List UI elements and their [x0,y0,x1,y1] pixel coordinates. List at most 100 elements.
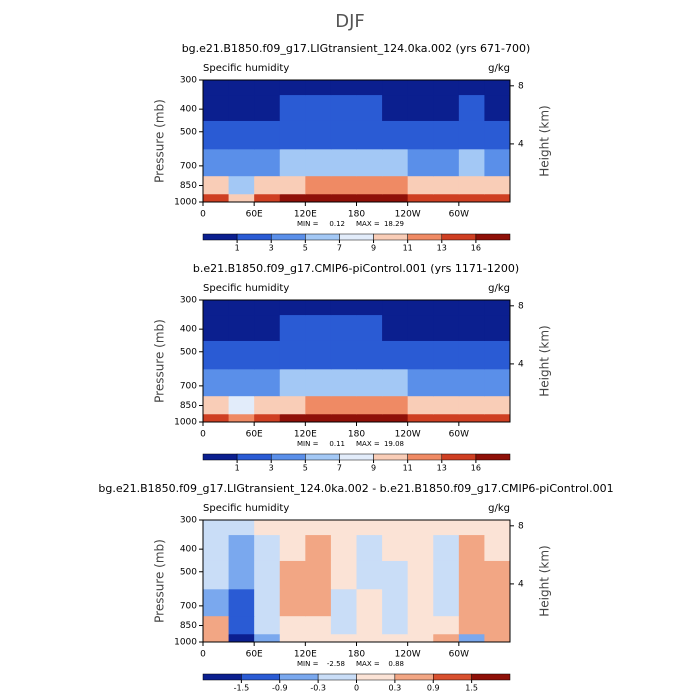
field-cell [407,368,434,397]
field-cell [433,94,460,121]
field-cell [228,368,255,397]
field-cell [203,300,230,316]
y-tick-label: 1000 [174,418,197,428]
max-label: MAX = [356,440,380,448]
colorbar-box [394,673,434,681]
field-cell [407,395,434,415]
figure-title: DJF [335,11,365,32]
field-cell [458,560,485,590]
field-cell [305,314,332,341]
field-cell [458,300,485,316]
field-cell [433,193,460,203]
field-cell [254,413,281,423]
field-cell [279,175,306,195]
field-cell [330,148,357,177]
x-tick-label: 180 [348,650,365,660]
field-cell [382,615,409,635]
field-cell [407,615,434,635]
field-cell [433,520,460,536]
field-cell [203,120,230,150]
field-cell [254,193,281,203]
x-tick-label: 0 [200,210,206,220]
field-cell [484,80,511,96]
y-axis-label: Pressure (mb) [153,539,167,623]
field-cell [458,615,485,635]
field-cell [407,175,434,195]
field-cell [407,193,434,203]
field-cell [330,520,357,536]
panel-title: b.e21.B1850.f09_g17.CMIP6-piControl.001 … [193,262,519,275]
x-tick-label: 0 [200,650,206,660]
field-cell [228,395,255,415]
field-cell [458,94,485,121]
x-tick-label: 0 [200,430,206,440]
y-tick-label: 500 [180,347,197,357]
colorbar-label: 13 [437,244,447,253]
colorbar-box [236,453,272,461]
field-cell [356,175,383,195]
y-tick-label: 700 [180,381,197,391]
field-cell [407,413,434,423]
field-cell [228,588,255,617]
field-cell [330,193,357,203]
field-cell [305,633,332,643]
field-cell [433,340,460,370]
field-cell [254,368,281,397]
colorbar-label: 1.5 [465,684,478,693]
colorbar-box [317,673,357,681]
field-cell [433,560,460,590]
colorbar-label: 5 [303,244,308,253]
field-cell [228,175,255,195]
field-cell [228,340,255,370]
field-cell [433,588,460,617]
y-axis-label: Pressure (mb) [153,319,167,403]
field-cell [254,534,281,561]
field-cell [305,94,332,121]
field-cell [279,520,306,536]
colorbar-box [270,233,306,241]
y-tick-label: 500 [180,127,197,137]
field-cell [382,148,409,177]
colorbar-box [356,673,396,681]
field-cell [203,560,230,590]
field-cell [458,120,485,150]
field-cell [330,413,357,423]
field-cell [484,368,511,397]
field-cell [356,340,383,370]
field-cell [279,300,306,316]
y-tick-label: 300 [180,296,197,306]
field-cell [382,588,409,617]
panel-left-label: Specific humidity [203,283,289,294]
x-tick-label: 60W [449,650,469,660]
y-tick-label: 400 [180,325,197,335]
field-cell [305,300,332,316]
field-cell [228,560,255,590]
colorbar-label: 9 [371,464,376,473]
colorbar-label: 11 [403,464,413,473]
colorbar-box [202,453,238,461]
colorbar-label: 0.3 [389,684,402,693]
y2-axis-label: Height (km) [538,545,552,616]
field-cell [484,615,511,635]
field-cell [407,520,434,536]
colorbar-box [270,453,306,461]
colorbar-label: 1 [235,464,240,473]
colorbar-label: 13 [437,464,447,473]
field-cell [433,80,460,96]
field-cell [458,413,485,423]
field-cell [254,395,281,415]
y2-axis-label: Height (km) [538,325,552,396]
field-cell [203,615,230,635]
field-cell [407,534,434,561]
field-cell [433,314,460,341]
field-cell [356,615,383,635]
y-tick-label: 850 [180,621,197,631]
field-cell [356,520,383,536]
field-cell [458,520,485,536]
field-cell [228,148,255,177]
field-cell [433,300,460,316]
colorbar-label: 5 [303,464,308,473]
panel-right-label: g/kg [488,503,510,514]
field-cell [279,633,306,643]
field-cell [228,534,255,561]
